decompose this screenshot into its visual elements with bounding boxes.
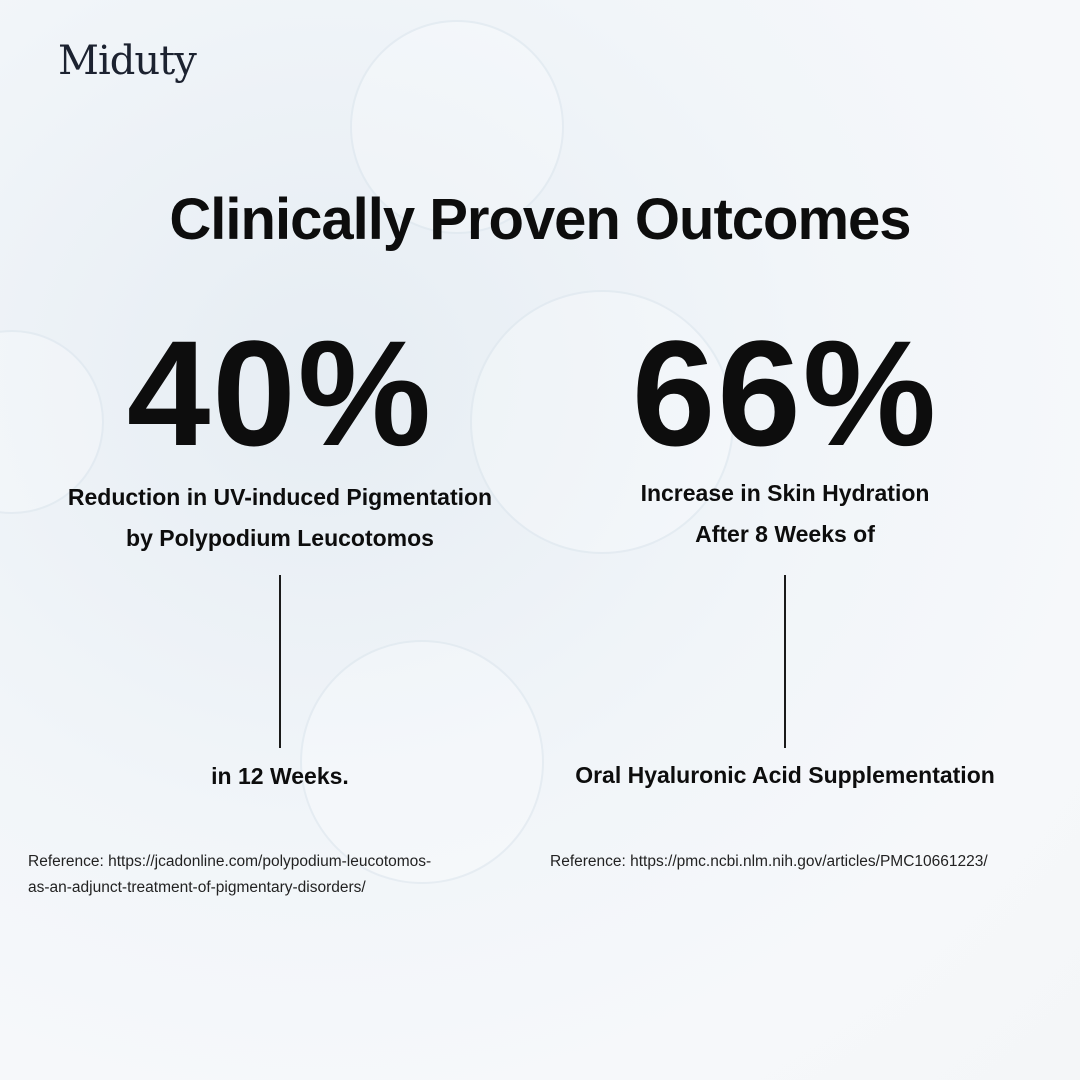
stat-value: 40% [126, 309, 434, 477]
stat-footnote: in 12 Weeks. [211, 763, 349, 789]
headline: Clinically Proven Outcomes [169, 187, 911, 252]
stat-label-line: by Polypodium Leucotomos [126, 525, 434, 551]
reference-line: Reference: https://pmc.ncbi.nlm.nih.gov/… [550, 853, 988, 870]
decoration [350, 20, 564, 234]
reference-line: as-an-adjunct-treatment-of-pigmentary-di… [28, 879, 366, 896]
stat-label-line: After 8 Weeks of [695, 521, 875, 547]
stat-label-line: Increase in Skin Hydration [640, 480, 930, 506]
decoration [470, 290, 734, 554]
stat-label: Reduction in UV-induced Pigmentation by … [0, 477, 560, 559]
stat-label: Increase in Skin Hydration After 8 Weeks… [505, 473, 1065, 555]
stat-footnote: Oral Hyaluronic Acid Supplementation [575, 762, 995, 788]
brand-logo: Miduty [58, 38, 197, 84]
stat-label-line: Reduction in UV-induced Pigmentation [67, 484, 493, 510]
stat-value: 66% [631, 309, 939, 477]
reference: Reference: https://jcadonline.com/polypo… [28, 849, 431, 901]
connector-line [279, 575, 281, 748]
decoration [300, 640, 544, 884]
connector-line [784, 575, 786, 748]
reference-line: Reference: https://jcadonline.com/polypo… [28, 853, 432, 870]
reference: Reference: https://pmc.ncbi.nlm.nih.gov/… [550, 849, 988, 875]
